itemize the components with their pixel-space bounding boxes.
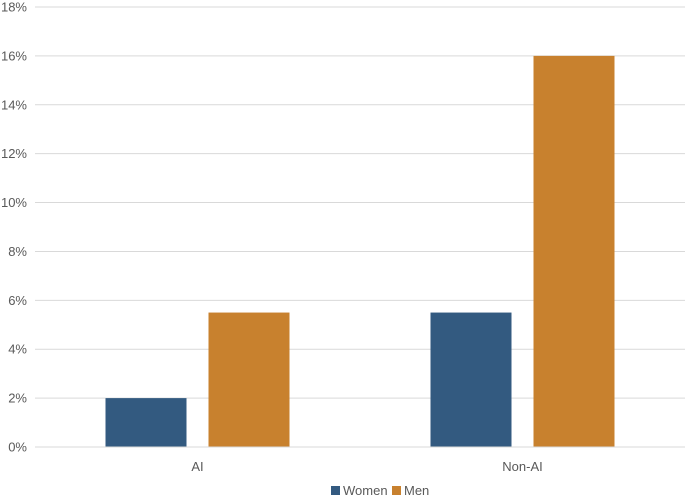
y-tick-label: 14%: [1, 97, 27, 112]
y-tick-label: 2%: [8, 391, 27, 406]
bars: [105, 55, 615, 448]
x-axis: AI Non-AI: [35, 446, 685, 474]
bar-women-ai: [105, 398, 187, 447]
y-tick-label: 8%: [8, 244, 27, 259]
legend-swatch-men: [392, 486, 401, 495]
y-tick-label: 0%: [8, 440, 27, 455]
legend-label: Men: [404, 483, 429, 498]
y-tick-label: 16%: [1, 48, 27, 63]
y-tick-label: 10%: [1, 195, 27, 210]
y-tick-label: 4%: [8, 342, 27, 357]
x-tick-label: Non-AI: [502, 459, 542, 474]
legend-swatch-women: [331, 486, 340, 495]
y-tick-label: 6%: [8, 293, 27, 308]
bar-men-non-ai: [533, 55, 615, 448]
legend: Women Men: [331, 483, 429, 498]
legend-label: Women: [343, 483, 388, 498]
y-tick-label: 18%: [1, 0, 27, 15]
bar-men-ai: [208, 312, 290, 447]
bar-women-non-ai: [430, 312, 512, 447]
y-axis-tick-labels: 0% 2% 4% 6% 8% 10% 12% 14% 16% 18%: [1, 0, 27, 455]
y-tick-label: 12%: [1, 146, 27, 161]
x-tick-label: AI: [191, 459, 203, 474]
